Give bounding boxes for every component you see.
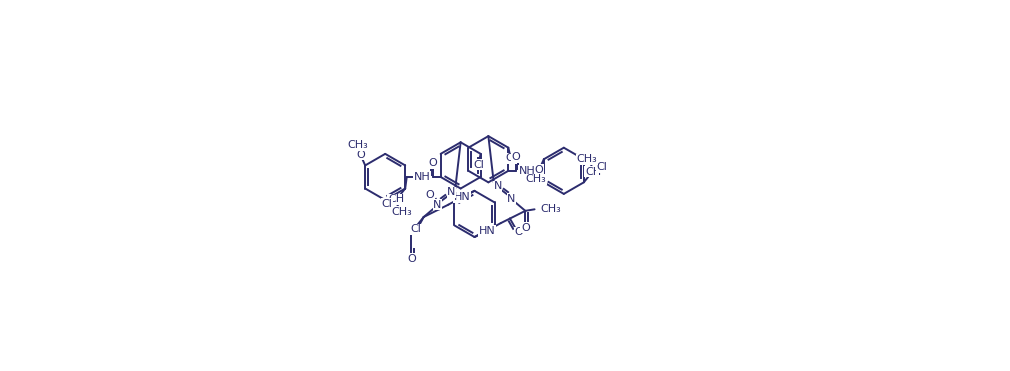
Text: NH: NH: [518, 166, 535, 176]
Text: HN: HN: [453, 192, 471, 202]
Text: N: N: [494, 181, 502, 191]
Text: N: N: [507, 194, 516, 204]
Text: CH₃: CH₃: [526, 174, 546, 184]
Text: Cl: Cl: [505, 154, 516, 164]
Text: O: O: [428, 158, 437, 168]
Text: O: O: [357, 150, 365, 160]
Text: CH: CH: [585, 167, 601, 177]
Text: Cl: Cl: [597, 162, 608, 172]
Text: O: O: [407, 254, 416, 263]
Text: CH₃: CH₃: [540, 204, 562, 214]
Text: HN: HN: [479, 226, 495, 236]
Text: Cl: Cl: [473, 160, 484, 170]
Text: O: O: [521, 223, 529, 233]
Text: CH₃: CH₃: [577, 154, 597, 164]
Text: CH: CH: [388, 194, 404, 204]
Text: N: N: [433, 200, 441, 210]
Text: CH₃: CH₃: [392, 207, 412, 217]
Text: O: O: [512, 152, 520, 162]
Text: O: O: [425, 190, 434, 200]
Text: CH₃: CH₃: [347, 140, 368, 150]
Text: N: N: [447, 187, 456, 197]
Text: Cl: Cl: [410, 224, 421, 234]
Text: NH: NH: [414, 172, 430, 182]
Text: O: O: [515, 227, 523, 237]
Text: O: O: [535, 165, 543, 175]
Text: Cl: Cl: [382, 199, 392, 209]
